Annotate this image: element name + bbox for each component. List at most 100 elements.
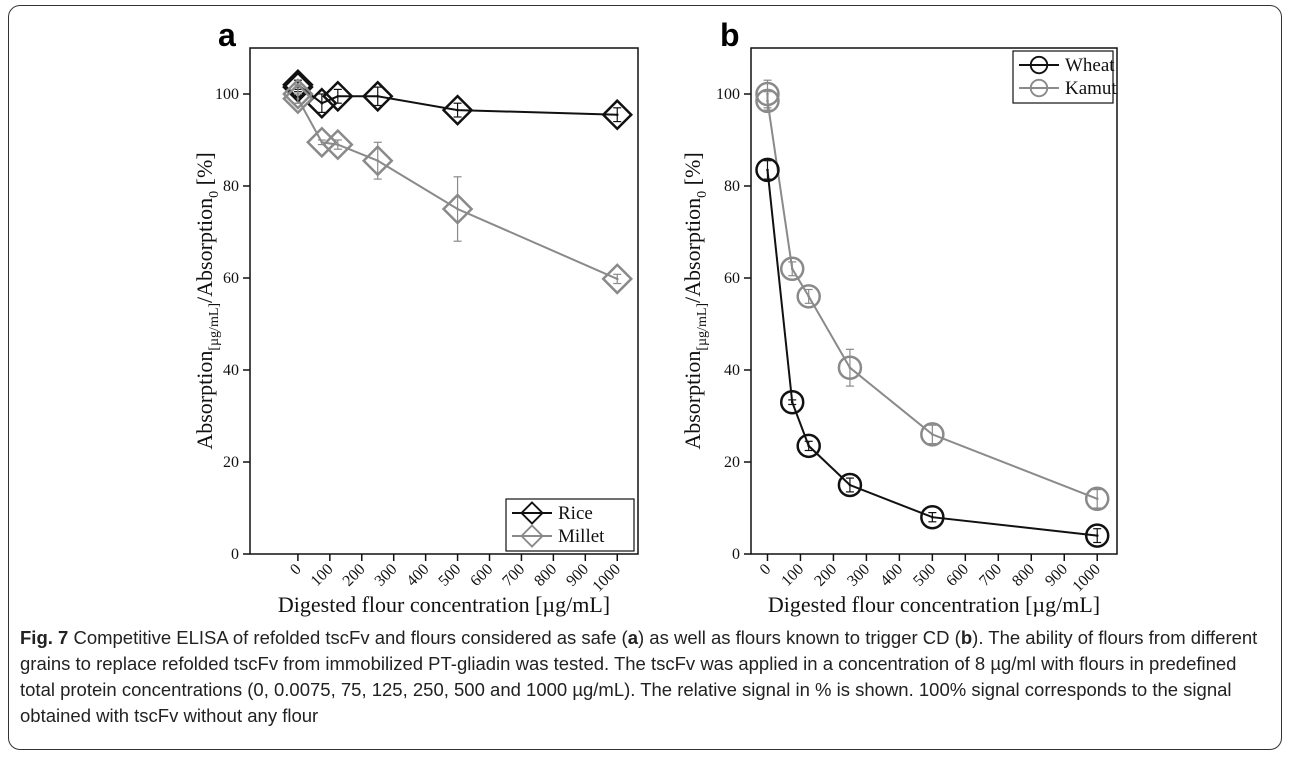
y-tick-label: 60 (223, 270, 239, 287)
x-tick-label: 900 (1042, 561, 1071, 590)
marker-dot (1038, 87, 1040, 89)
x-tick-label: 400 (877, 561, 906, 590)
y-axis-label-part: 0 (207, 191, 222, 198)
error-bar (373, 141, 382, 180)
y-axis-label-part: [µg/mL] (207, 303, 222, 351)
marker-shape (755, 88, 780, 114)
x-tick-label: 0 (287, 561, 305, 579)
caption: Fig. 7 Competitive ELISA of refolded tsc… (20, 625, 1270, 729)
caption-text: ) as well as flours known to trigger CD … (638, 627, 961, 648)
x-tick-label: 0 (757, 561, 775, 579)
error-bar (613, 107, 622, 123)
x-tick-label: 800 (1009, 561, 1038, 590)
y-axis-label-part: [%] (192, 152, 217, 190)
legend-marker (1029, 55, 1049, 75)
error-bar (763, 91, 772, 111)
error-bar (804, 288, 813, 304)
marker-shape (282, 78, 314, 110)
legend-box (1012, 50, 1114, 104)
x-tick-label: 700 (499, 561, 528, 590)
marker-shape (796, 433, 821, 459)
marker-shape (520, 501, 544, 525)
x-axis-label: Digested flour concentration [µg/mL] (278, 592, 610, 617)
y-axis-label: Absorption[µg/mL]/Absorption0 [%] (192, 152, 222, 449)
error-bar (453, 102, 462, 118)
caption-text: a (627, 627, 638, 648)
caption-label: Fig. 7 (20, 627, 69, 648)
marker-dot (531, 512, 533, 514)
error-bar (928, 511, 937, 523)
x-tick-label: 100 (778, 561, 807, 590)
error-bar (845, 477, 854, 493)
y-tick-label: 20 (724, 454, 740, 471)
legend-marker (1029, 78, 1049, 98)
marker-shape (282, 82, 314, 115)
y-axis-label: Absorption[µg/mL]/Absorption0 [%] (680, 152, 710, 449)
x-axis-label: Digested flour concentration [µg/mL] (768, 592, 1100, 617)
error-bar (788, 261, 797, 277)
error-bar (1093, 528, 1102, 544)
error-bar (928, 424, 937, 445)
legend-label: Kamut (1065, 78, 1117, 99)
marker-shape (1029, 78, 1049, 98)
plot-frame (750, 47, 1118, 555)
x-tick-label: 200 (340, 561, 369, 590)
y-tick-label: 60 (724, 270, 740, 287)
error-bar (453, 176, 462, 242)
figure-frame (8, 5, 1282, 750)
x-tick-label: 300 (372, 561, 401, 590)
marker-shape (322, 128, 354, 161)
marker-shape (1084, 523, 1110, 548)
y-tick-label: 80 (223, 178, 239, 195)
x-tick-label: 700 (976, 561, 1005, 590)
x-tick-label: 1000 (589, 561, 624, 596)
error-bar (333, 88, 342, 104)
marker-dot (531, 535, 533, 537)
y-tick-label: 80 (724, 178, 740, 195)
series-line (766, 169, 1098, 537)
marker-shape (601, 98, 634, 131)
x-tick-label: 400 (403, 561, 432, 590)
caption-text: ). The ability of flours from different … (20, 627, 1258, 726)
y-axis-label-part: [%] (680, 152, 705, 190)
y-tick-label: 100 (215, 86, 239, 103)
marker-shape (441, 94, 474, 126)
marker-shape (1084, 486, 1110, 512)
marker-shape (322, 80, 354, 113)
marker-shape (601, 263, 634, 295)
y-tick-label: 40 (724, 362, 740, 379)
x-tick-label: 500 (435, 561, 464, 590)
legend-marker (520, 524, 544, 548)
panel-label: b (720, 17, 740, 53)
error-bar (788, 399, 797, 406)
marker-shape (361, 80, 394, 113)
error-bar (613, 273, 622, 285)
marker-shape (920, 504, 945, 530)
y-tick-label: 20 (223, 454, 239, 471)
error-bar (845, 348, 854, 387)
panel-label: a (218, 17, 236, 53)
marker-shape (779, 389, 805, 415)
y-axis-label-part: Absorption (680, 351, 705, 450)
error-bar (763, 160, 772, 180)
marker-shape (520, 524, 544, 548)
legend-label: Millet (558, 526, 605, 547)
y-axis-label-part: /Absorption (680, 198, 705, 303)
legend-marker (520, 501, 544, 525)
plot-frame (249, 47, 639, 555)
marker-shape (1029, 55, 1049, 75)
y-tick-label: 0 (231, 546, 239, 563)
x-tick-label: 100 (308, 561, 337, 590)
marker-shape (796, 284, 821, 309)
error-bar (333, 139, 342, 150)
marker-shape (779, 256, 805, 282)
x-tick-label: 600 (943, 561, 972, 590)
marker-dot (1038, 64, 1040, 66)
y-axis-label-part: /Absorption (192, 198, 217, 303)
x-tick-label: 800 (531, 561, 560, 590)
marker-shape (755, 157, 780, 183)
legend-label: Rice (558, 503, 593, 524)
x-tick-label: 1000 (1069, 561, 1104, 596)
